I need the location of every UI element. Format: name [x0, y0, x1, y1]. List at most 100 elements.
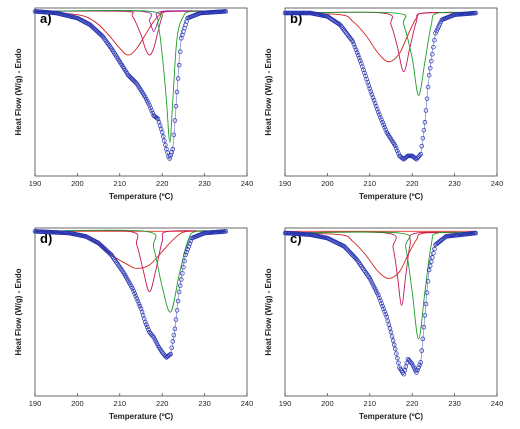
data-point [166, 154, 171, 159]
data-point [411, 363, 416, 369]
data-point [379, 301, 384, 306]
data-point [176, 62, 182, 68]
data-point [150, 333, 155, 339]
data-point [378, 114, 383, 120]
x-tick-label: 230 [198, 399, 211, 408]
data-point [135, 298, 141, 304]
data-point [179, 277, 184, 282]
data-point [425, 84, 431, 90]
data-point [433, 30, 438, 36]
series-line-component-3 [34, 229, 226, 313]
data-point [372, 286, 378, 292]
series-line-component-2 [34, 229, 226, 293]
data-point [159, 130, 165, 135]
data-point [371, 98, 377, 103]
y-axis-title: Heat Flow (W/g) - Endo [264, 48, 273, 135]
data-point [142, 319, 148, 325]
x-tick-label: 240 [491, 179, 504, 188]
data-point [420, 336, 426, 342]
data-point [423, 301, 429, 307]
data-point [382, 309, 387, 314]
data-point [163, 142, 168, 148]
data-point [183, 252, 188, 258]
data-point [356, 55, 362, 61]
data-point [172, 326, 178, 332]
data-point [177, 49, 183, 54]
x-axis-ticks: 190 200 210 220 230 240 [279, 393, 503, 408]
x-tick-label: 190 [29, 179, 42, 188]
data-point [388, 329, 394, 335]
data-point [391, 342, 397, 348]
data-point [377, 112, 382, 117]
data-point [396, 151, 401, 156]
data-point [381, 122, 386, 128]
data-point [184, 249, 189, 255]
data-point [377, 295, 382, 301]
plot-frame [34, 227, 248, 397]
data-point [223, 229, 229, 234]
data-point [185, 247, 190, 252]
data-point [417, 153, 422, 158]
data-point [169, 345, 174, 350]
data-point [162, 138, 167, 143]
data-point [137, 303, 143, 309]
panel-c: c) Temperature (ºC) Heat Flow (W/g) - En… [264, 227, 503, 421]
data-point [173, 317, 179, 322]
data-point [413, 368, 418, 373]
data-point [366, 83, 371, 88]
series-line-component-2 [284, 11, 476, 96]
x-tick-label: 210 [364, 399, 377, 408]
x-tick-label: 230 [198, 179, 211, 188]
data-point [431, 44, 436, 50]
panel-label: a) [40, 11, 52, 26]
data-point [394, 146, 399, 151]
data-point [154, 341, 160, 346]
x-axis-ticks: 190 200 210 220 230 240 [29, 393, 253, 408]
data-point [152, 337, 158, 342]
data-point [400, 156, 405, 161]
data-point [353, 256, 359, 262]
x-axis-ticks: 190 200 210 220 230 240 [29, 173, 253, 188]
series-layer [32, 9, 229, 161]
data-point [360, 64, 365, 69]
data-point [142, 94, 148, 100]
data-point [369, 280, 375, 285]
data-point [376, 292, 381, 298]
series-line-component-1 [34, 10, 226, 56]
data-point [372, 101, 378, 106]
data-point [149, 108, 154, 113]
data-point [421, 127, 427, 133]
data-point [383, 312, 388, 317]
data-point [354, 50, 360, 55]
data-point [437, 21, 443, 27]
data-point [367, 86, 373, 91]
x-tick-label: 220 [156, 179, 169, 188]
data-point [381, 306, 386, 312]
panel-b: b) Temperature (ºC) Heat Flow (W/g) - En… [264, 7, 504, 201]
data-point [418, 360, 423, 365]
series-layer [32, 229, 229, 360]
data-point [429, 58, 434, 64]
data-point [351, 42, 357, 47]
data-point [188, 238, 194, 244]
panel-a: a) Temperature (ºC) Heat Flow (W/g) - En… [14, 7, 253, 201]
data-point [367, 276, 373, 281]
x-tick-label: 220 [406, 179, 419, 188]
data-point [414, 370, 419, 375]
data-point [415, 367, 420, 373]
data-point [422, 119, 428, 125]
series-markers-measured [282, 230, 479, 377]
data-point [380, 303, 385, 309]
data-point [145, 98, 150, 104]
series-markers-measured [32, 9, 229, 161]
data-point [368, 278, 374, 283]
data-point [355, 52, 361, 58]
series-markers-measured [282, 10, 479, 162]
y-axis-title: Heat Flow (W/g) - Endo [14, 268, 23, 355]
data-point [473, 230, 479, 236]
data-point [176, 289, 182, 295]
series-line-component-2 [284, 231, 476, 306]
data-point [168, 351, 173, 357]
data-point [421, 324, 427, 330]
x-tick-label: 190 [279, 399, 292, 408]
